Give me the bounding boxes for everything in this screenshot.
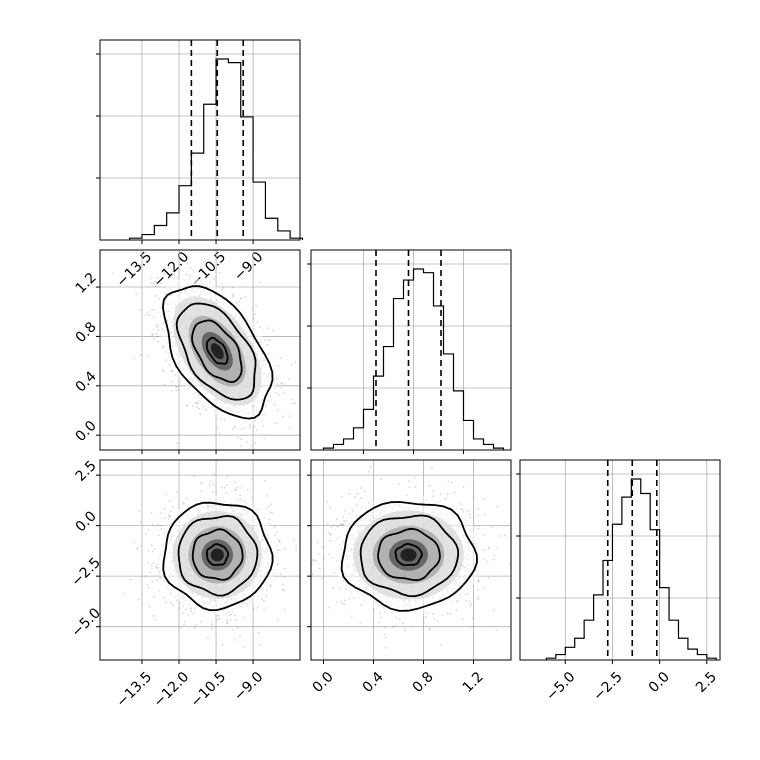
contour-line xyxy=(394,543,423,567)
contour-line xyxy=(191,319,243,384)
contour-line xyxy=(359,514,460,598)
histogram-step xyxy=(129,58,304,240)
p10-y-tick-label: 0.4 xyxy=(73,368,100,395)
panel-frame xyxy=(99,249,301,451)
contour-line xyxy=(191,528,244,581)
p10-y-tick-label: 0.8 xyxy=(73,319,100,346)
scatter-panel-param-2-vs-param-3: 0.0 0.4 0.8 1.2 xyxy=(307,459,512,696)
histogram-panel-param-3: −5.0 −2.5 0.0 2.5 xyxy=(516,459,721,704)
p20-x-tick-label: −9.0 xyxy=(231,669,266,704)
plot-area xyxy=(100,250,300,450)
panel-frame xyxy=(99,459,301,661)
panel-frame xyxy=(519,459,721,661)
p20-y-tick-label: −5.0 xyxy=(69,605,104,640)
contour-line xyxy=(162,501,274,612)
p20-x-tick-label: −12.0 xyxy=(151,669,193,711)
contour-line xyxy=(206,336,229,365)
contour-line xyxy=(177,514,259,597)
density-fill xyxy=(157,277,277,426)
p20-y-tick-label: 2.5 xyxy=(73,458,100,485)
p00-x-tick-label: −13.5 xyxy=(114,249,156,291)
contour-line xyxy=(161,285,274,420)
histogram-step xyxy=(545,478,717,660)
p21-x-tick-label: 0.8 xyxy=(410,669,437,696)
panel-frame xyxy=(310,459,512,661)
scatter-panel-param-1-vs-param-2: 0.0 0.4 0.8 1.2 xyxy=(73,249,301,454)
contour-line xyxy=(340,501,478,612)
p21-x-tick-label: 1.2 xyxy=(460,669,487,696)
panel-frame xyxy=(99,39,301,241)
density-fill xyxy=(156,495,278,615)
p20-x-tick-label: −13.5 xyxy=(114,669,156,711)
p20-y-tick-label: 0.0 xyxy=(73,508,100,535)
histogram-panel-param-1: −13.5−12.0−10.5 −9.0 xyxy=(96,39,304,291)
scatter-panel-param-1-vs-param-3: −13.5−12.0−10.5 −9.0 −5.0 −2.5 0.0 2.5 xyxy=(69,458,301,711)
p21-x-tick-label: 0.4 xyxy=(360,669,387,696)
p10-y-tick-label: 0.0 xyxy=(73,418,100,445)
p22-x-tick-label: −5.0 xyxy=(543,669,578,704)
histogram-step xyxy=(322,268,505,450)
p00-x-tick-label: −9.0 xyxy=(231,249,266,284)
p22-x-tick-label: 0.0 xyxy=(646,669,673,696)
p10-y-tick-label: 1.2 xyxy=(73,270,100,297)
p20-x-tick-label: −10.5 xyxy=(188,669,230,711)
p22-x-tick-label: 2.5 xyxy=(693,669,720,696)
plot-area xyxy=(311,460,511,660)
density-fill xyxy=(333,494,484,616)
p21-x-tick-label: 0.0 xyxy=(310,669,337,696)
p22-x-tick-label: −2.5 xyxy=(590,669,625,704)
contour-line xyxy=(175,302,257,401)
contour-line xyxy=(205,543,229,566)
p20-y-tick-label: −2.5 xyxy=(69,555,104,590)
plot-area xyxy=(100,460,300,660)
panel-frame xyxy=(310,249,512,451)
contour-line xyxy=(377,527,441,582)
histogram-panel-param-2 xyxy=(307,249,512,454)
